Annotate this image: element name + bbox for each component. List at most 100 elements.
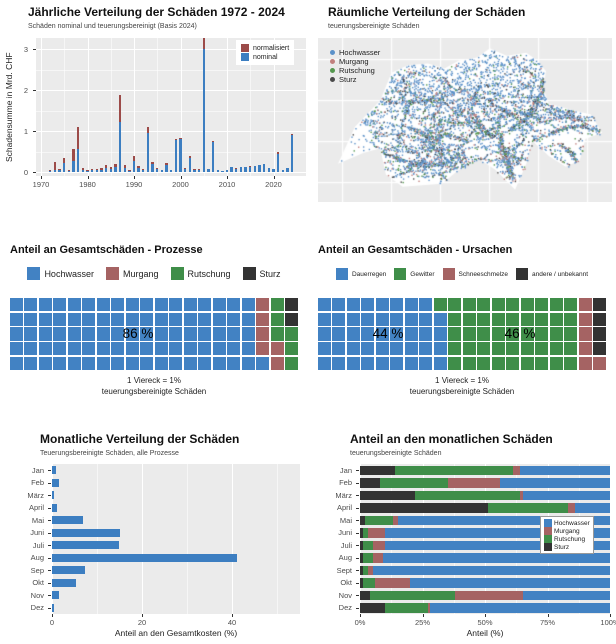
nominal-bar	[183, 168, 187, 172]
waffle-cell	[140, 342, 154, 356]
waffle-cell	[241, 327, 255, 341]
waffle-cell	[24, 327, 38, 341]
x-tick-mark	[134, 176, 135, 179]
waffle-cell	[10, 298, 23, 312]
month-bar	[52, 591, 60, 600]
waffle-cell	[535, 312, 549, 326]
waffle-cell	[332, 312, 346, 326]
minor-gridline	[36, 110, 306, 112]
nominal-bar	[290, 135, 294, 172]
y-tick-mark	[48, 570, 51, 572]
y-tick-mark	[48, 482, 51, 484]
nominal-bar	[67, 170, 71, 172]
nominal-bar	[286, 167, 289, 172]
legend-label: Hochwasser	[44, 268, 94, 279]
y-tick-label: 3	[23, 44, 28, 54]
stack-segment-rutschung	[362, 565, 368, 575]
waffle-cell	[462, 298, 476, 312]
nominal-bar	[202, 49, 205, 172]
waffle-cell	[96, 356, 110, 370]
waffle-cell	[53, 356, 67, 370]
nominal-bar	[49, 170, 52, 172]
waffle-cell	[256, 312, 270, 326]
stacked-legend: Hochwasser Murgang Rutschung Sturz	[540, 516, 594, 554]
y-tick-mark	[48, 607, 51, 609]
nominal-bar	[244, 167, 247, 172]
minor-gridline	[110, 38, 112, 176]
stacked-subtitle: teuerungsbereinigte Schäden	[350, 450, 442, 457]
waffle-cell	[227, 356, 241, 370]
nominal-bar	[118, 121, 122, 172]
month-label: Dez	[338, 603, 352, 612]
stack-segment-hochwasser	[500, 478, 610, 488]
waffle-cell	[270, 356, 284, 370]
waffle-cell	[318, 312, 331, 326]
nominal-bar	[258, 165, 261, 172]
waffle-cell	[256, 298, 270, 312]
waffle-cell	[24, 342, 38, 356]
stack-segment-rutschung	[415, 490, 520, 500]
waffle-cell	[96, 342, 110, 356]
waffle-cell	[332, 342, 346, 356]
waffle1-grid	[10, 298, 298, 370]
waffle-cell	[361, 342, 375, 356]
stack-segment-rutschung	[487, 503, 568, 513]
legend-swatch	[241, 53, 249, 61]
waffle-cell	[67, 327, 81, 341]
month-label: Juni	[338, 528, 352, 537]
waffle-cell	[270, 298, 284, 312]
nominal-bar	[109, 169, 112, 172]
waffle-cell	[506, 327, 520, 341]
waffle-cell	[212, 298, 226, 312]
nominal-bar	[253, 166, 257, 172]
waffle-cell	[578, 327, 592, 341]
waffle-cell	[10, 327, 23, 341]
waffle-cell	[549, 342, 563, 356]
waffle-cell	[448, 298, 462, 312]
waffle-cell	[285, 327, 298, 341]
waffle-cell	[462, 356, 476, 370]
y-tick-mark	[356, 545, 359, 547]
stack-segment-sturz	[360, 553, 363, 563]
x-tick-mark	[232, 614, 233, 617]
y-tick-mark	[32, 49, 36, 50]
waffle-cell	[198, 298, 212, 312]
waffle-cell	[564, 327, 578, 341]
waffle-cell	[96, 312, 110, 326]
y-tick-mark	[356, 507, 359, 509]
waffle-cell	[154, 342, 168, 356]
waffle-cell	[578, 342, 592, 356]
yearly-subtitle: Schäden nominal und teuerungsbereinigt (…	[28, 23, 197, 30]
minor-gridline	[516, 464, 517, 614]
month-label: Okt	[32, 578, 44, 587]
nominal-bar	[174, 140, 178, 172]
stack-segment-murgang	[520, 490, 523, 500]
y-tick-mark	[356, 470, 359, 472]
waffle-cell	[212, 356, 226, 370]
waffle-cell	[520, 342, 534, 356]
x-tick-mark	[87, 176, 89, 179]
waffle-cell	[256, 327, 270, 341]
major-gridline	[422, 464, 424, 614]
waffle-cell	[346, 342, 360, 356]
stack-segment-rutschung	[362, 540, 373, 550]
waffle-cell	[285, 342, 298, 356]
month-label: Feb	[339, 478, 352, 487]
month-label: Mai	[31, 515, 44, 525]
y-tick-mark	[356, 532, 359, 534]
month-label: Aug	[30, 553, 44, 562]
waffle-cell	[198, 327, 212, 341]
stack-segment-murgang	[367, 528, 385, 538]
waffle-cell	[169, 342, 183, 356]
waffle-cell	[491, 342, 505, 356]
waffle-cell	[38, 356, 52, 370]
legend-dot	[330, 50, 335, 55]
waffle-cell	[462, 327, 476, 341]
waffle-cell	[448, 327, 462, 341]
nominal-bar	[276, 153, 280, 172]
map-legend-item: Rutschung	[330, 66, 380, 75]
waffle-cell	[82, 327, 96, 341]
waffle2-grid	[318, 298, 606, 370]
x-tick-label: 20	[137, 618, 147, 627]
y-tick-mark	[32, 172, 36, 173]
